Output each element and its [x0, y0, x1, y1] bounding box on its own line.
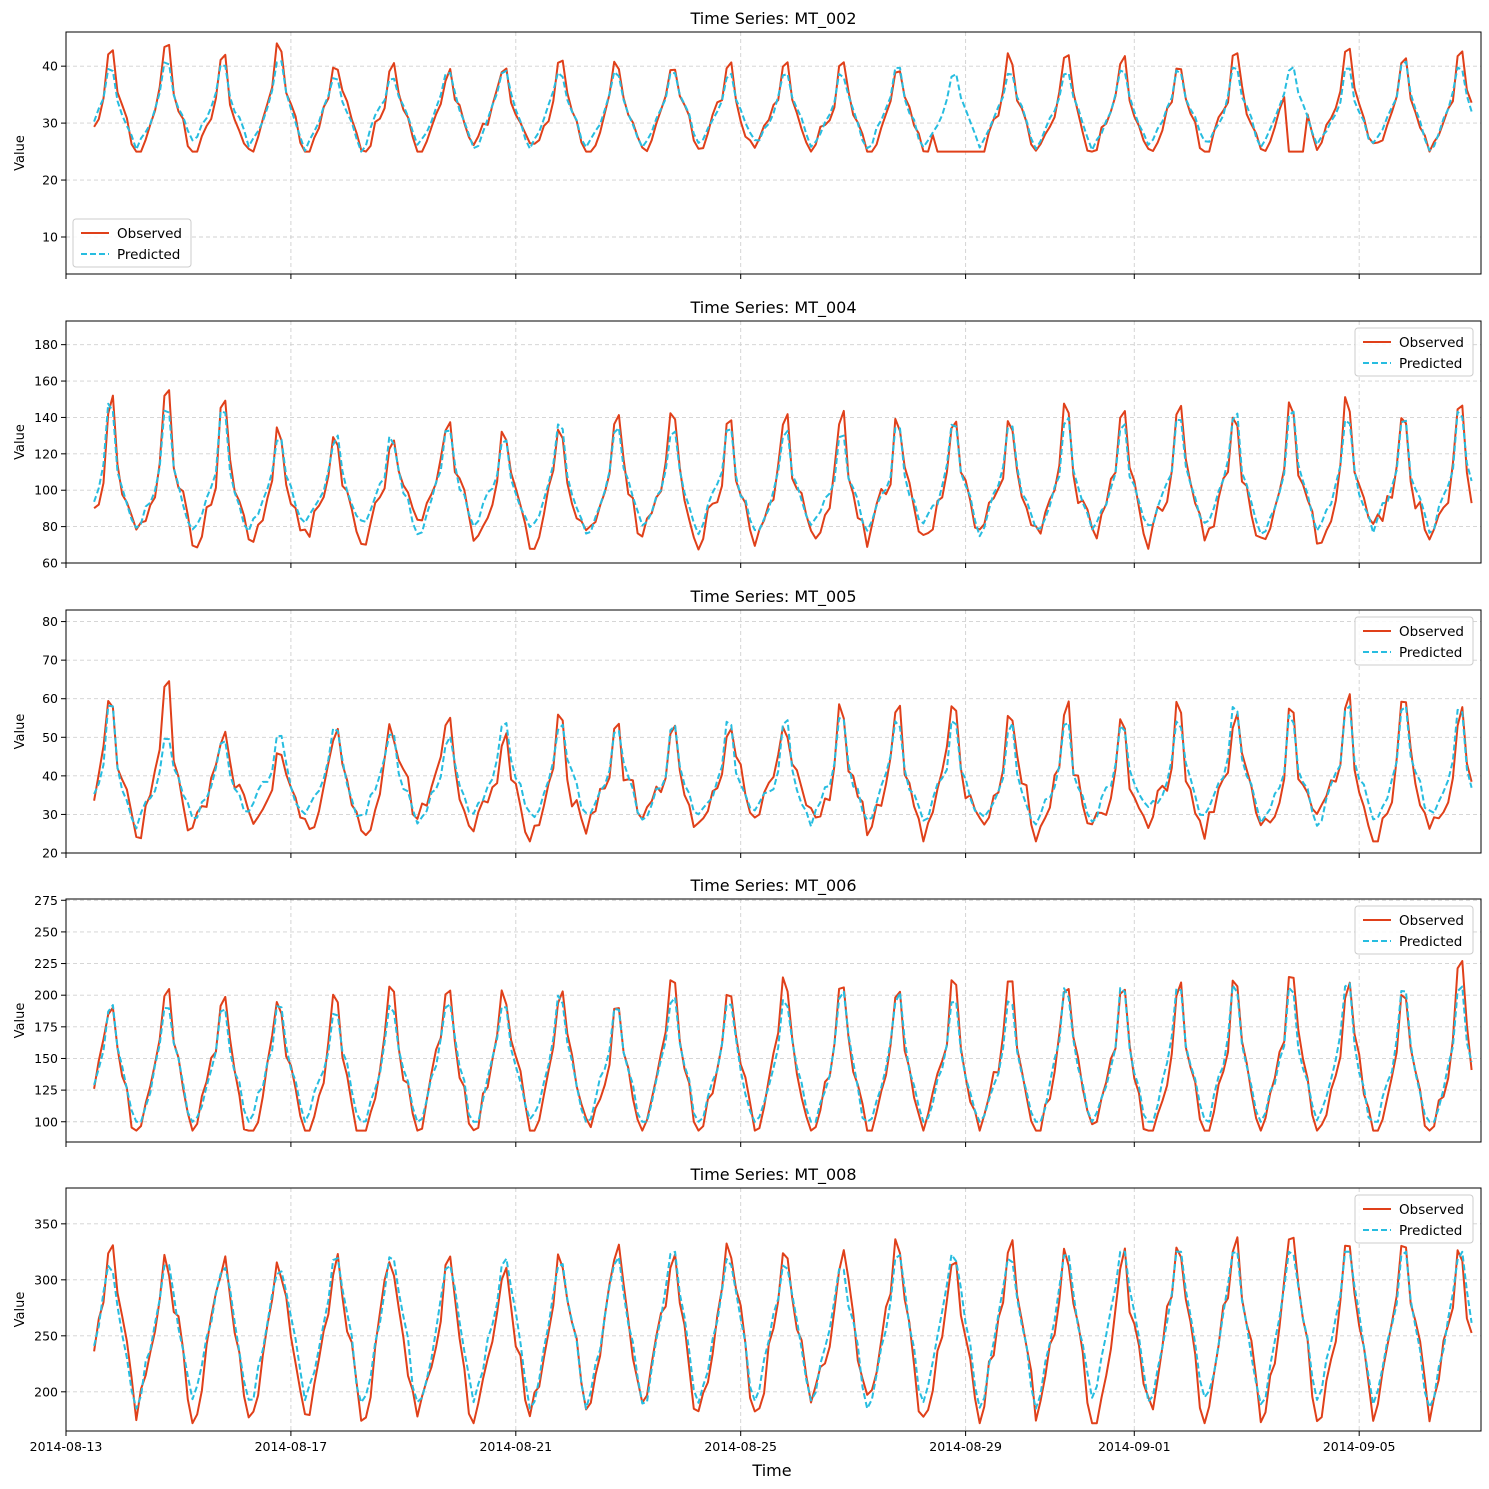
series-line-observed — [93, 42, 1473, 153]
plot-frame — [65, 609, 1482, 854]
y-axis-label: Value — [13, 714, 28, 750]
x-tick-label: 2014-09-01 — [1098, 1439, 1171, 1454]
chart-title: Time Series: MT_004 — [689, 298, 856, 318]
x-tick-label: 2014-08-25 — [704, 1439, 777, 1454]
y-tick-label: 300 — [34, 1272, 58, 1287]
plot-frame — [65, 320, 1482, 564]
y-tick-label: 180 — [34, 337, 58, 352]
y-tick-label: 350 — [34, 1216, 58, 1231]
legend: Observed Predicted — [1354, 327, 1474, 377]
chart-title: Time Series: MT_008 — [689, 1165, 856, 1185]
y-tick-label: 200 — [34, 1384, 58, 1399]
series-line-predicted — [93, 1250, 1473, 1410]
y-tick-label: 60 — [42, 691, 58, 706]
legend-label-observed: Observed — [1399, 335, 1464, 351]
legend-label-predicted: Predicted — [1399, 1223, 1462, 1239]
legend-label-predicted: Predicted — [117, 247, 180, 263]
y-tick-label: 200 — [34, 988, 58, 1003]
y-tick-label: 60 — [42, 556, 58, 571]
legend: Observed Predicted — [1354, 1194, 1474, 1244]
y-tick-label: 80 — [42, 614, 58, 629]
y-tick-label: 20 — [42, 173, 58, 188]
y-tick-label: 100 — [34, 1114, 58, 1129]
y-tick-label: 40 — [42, 768, 58, 783]
x-tick-label: 2014-08-17 — [255, 1439, 328, 1454]
legend: Observed Predicted — [72, 218, 192, 268]
y-tick-label: 40 — [42, 59, 58, 74]
y-tick-label: 150 — [34, 1051, 58, 1066]
y-tick-label: 30 — [42, 807, 58, 822]
y-tick-label: 120 — [34, 446, 58, 461]
legend-label-predicted: Predicted — [1399, 645, 1462, 661]
legend: Observed Predicted — [1354, 616, 1474, 666]
x-tick-label: 2014-08-21 — [479, 1439, 552, 1454]
plot-frame — [65, 898, 1482, 1143]
chart-panel-5: 200 250 300 350 2014-08-13 2014-08-17 2014-08-… — [13, 1165, 1482, 1454]
chart-title: Time Series: MT_006 — [689, 876, 856, 896]
series-line-observed — [93, 960, 1473, 1132]
series-line-observed — [93, 389, 1473, 551]
y-axis-label: Value — [13, 1003, 28, 1039]
y-axis-label: Value — [13, 424, 28, 460]
x-axis-label: Time — [751, 1461, 791, 1480]
legend-label-predicted: Predicted — [1399, 356, 1462, 372]
x-tick-label: 2014-08-29 — [929, 1439, 1002, 1454]
y-tick-label: 30 — [42, 116, 58, 131]
legend-label-observed: Observed — [1399, 1202, 1464, 1218]
y-tick-label: 100 — [34, 483, 58, 498]
chart-panel-3: 20 30 40 50 60 70 80 Time Series: MT_005 Value Ob… — [13, 587, 1482, 861]
y-axis-label: Value — [13, 135, 28, 171]
y-tick-label: 275 — [34, 893, 58, 908]
series-line-predicted — [93, 982, 1473, 1123]
plot-frame — [65, 31, 1482, 275]
y-tick-label: 250 — [34, 1328, 58, 1343]
y-tick-label: 160 — [34, 374, 58, 389]
chart-title: Time Series: MT_005 — [689, 587, 856, 607]
x-tick-label: 2014-09-05 — [1323, 1439, 1396, 1454]
legend: Observed Predicted — [1354, 905, 1474, 955]
y-tick-label: 80 — [42, 519, 58, 534]
legend-label-observed: Observed — [117, 226, 182, 242]
y-tick-label: 175 — [34, 1019, 58, 1034]
y-tick-label: 50 — [42, 730, 58, 745]
y-tick-label: 20 — [42, 846, 58, 861]
chart-title: Time Series: MT_002 — [689, 9, 856, 29]
series-line-predicted — [93, 60, 1473, 153]
series-line-predicted — [93, 704, 1473, 830]
legend-label-observed: Observed — [1399, 624, 1464, 640]
chart-panel-2: 60 80 100 120 140 160 180 Time Series: MT_004 Va… — [13, 298, 1482, 571]
y-tick-label: 70 — [42, 653, 58, 668]
y-axis-label: Value — [13, 1292, 28, 1328]
x-tick-label: 2014-08-13 — [30, 1439, 103, 1454]
legend-label-observed: Observed — [1399, 913, 1464, 929]
y-tick-label: 140 — [34, 410, 58, 425]
legend-label-predicted: Predicted — [1399, 934, 1462, 950]
y-tick-label: 10 — [42, 229, 58, 244]
y-tick-label: 125 — [34, 1083, 58, 1098]
y-tick-label: 225 — [34, 956, 58, 971]
chart-panel-1: 10 20 30 40 Time Series: MT_002 Value Observed… — [13, 9, 1482, 279]
chart-panel-4: 100 125 150 175 200 225 250 275 Time Series: MT_… — [13, 876, 1482, 1147]
plot-frame — [65, 1187, 1482, 1432]
y-tick-label: 250 — [34, 924, 58, 939]
